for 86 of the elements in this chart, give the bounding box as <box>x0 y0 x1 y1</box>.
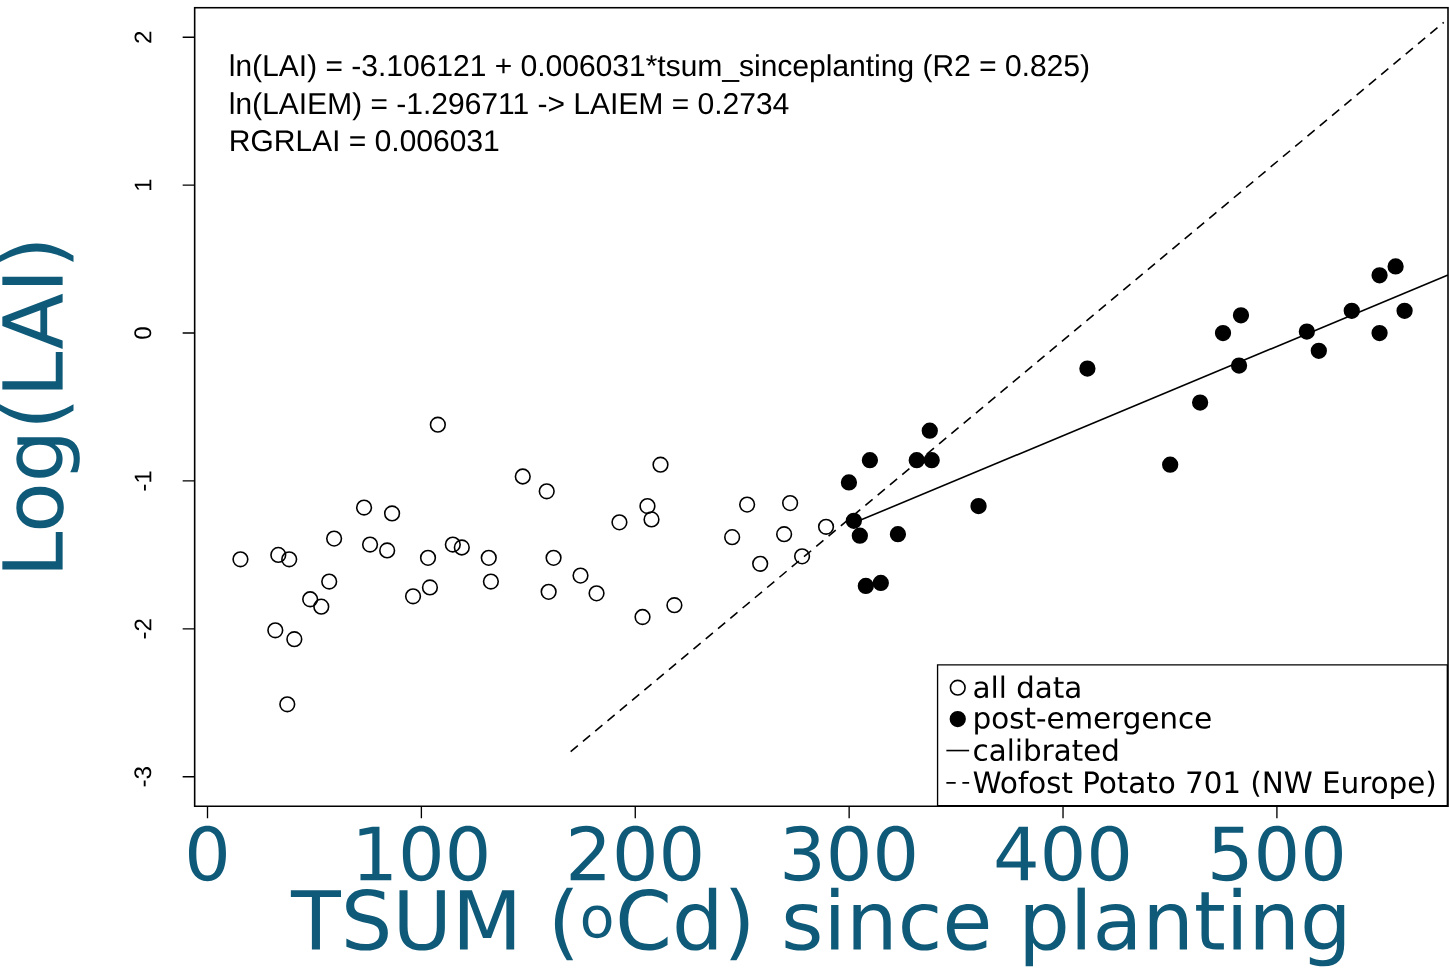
point <box>482 573 500 590</box>
point <box>793 548 811 565</box>
point <box>419 549 437 566</box>
point <box>540 583 557 600</box>
point <box>1396 302 1413 319</box>
point <box>872 574 889 592</box>
point <box>1310 342 1327 359</box>
point <box>404 588 422 605</box>
y-tick-label: 2 <box>134 31 152 43</box>
point <box>1162 456 1179 473</box>
point <box>267 622 284 639</box>
x-axis-title: TSUM ($^{o}$Cd) since planting <box>290 887 1345 967</box>
x-tick-label: 300 <box>784 825 915 882</box>
point <box>851 527 868 544</box>
legend-label: Wofost Potato 701 (NW Europe) <box>973 770 1435 800</box>
point <box>666 597 683 614</box>
y-tick-label: 1 <box>134 179 152 190</box>
point <box>611 514 628 531</box>
point <box>572 567 589 584</box>
annotation: ln(LAIEM) = -1.296711 -> LAIEM = 0.2734 <box>230 92 789 121</box>
point <box>321 573 338 590</box>
point <box>444 536 461 553</box>
point <box>634 608 651 626</box>
point <box>1232 307 1250 324</box>
point <box>588 585 605 602</box>
point <box>538 483 555 500</box>
x-tick-label: 200 <box>570 825 701 882</box>
point <box>379 542 396 559</box>
point <box>738 496 756 513</box>
point <box>325 530 343 547</box>
point <box>889 526 907 543</box>
point <box>923 452 940 469</box>
point <box>1371 267 1388 284</box>
x-tick-label: 500 <box>1212 825 1342 882</box>
annotation: RGRLAI = 0.006031 <box>231 130 499 152</box>
point <box>639 497 656 515</box>
point <box>817 518 835 535</box>
point <box>313 598 330 615</box>
point <box>908 452 925 469</box>
point <box>643 511 660 528</box>
point <box>1079 360 1096 377</box>
y-tick-label: -1 <box>134 471 152 491</box>
point <box>1371 324 1388 342</box>
y-tick-label: 0 <box>134 327 152 339</box>
point <box>1230 357 1248 374</box>
point <box>429 416 446 433</box>
point <box>453 539 470 556</box>
point <box>845 512 862 529</box>
point <box>302 591 319 608</box>
point <box>970 497 987 515</box>
point <box>1387 258 1404 275</box>
x-tick-label: 100 <box>359 825 487 882</box>
point <box>857 577 874 595</box>
point <box>752 555 769 572</box>
point <box>480 549 497 566</box>
point <box>921 422 938 439</box>
point <box>775 526 793 543</box>
point <box>286 631 303 648</box>
point <box>1214 324 1232 342</box>
point <box>781 494 799 512</box>
x-tick-label: 0 <box>189 825 226 882</box>
point <box>355 499 373 516</box>
legend-label: post-emergence <box>975 707 1211 735</box>
point <box>279 696 296 713</box>
point <box>1298 323 1315 340</box>
legend-label: calibrated <box>974 738 1118 762</box>
x-tick-label: 400 <box>996 825 1129 882</box>
point <box>383 505 401 522</box>
point <box>514 468 531 485</box>
point <box>270 546 287 564</box>
point <box>361 536 379 553</box>
point <box>840 474 858 491</box>
annotation: ln(LAI) = -3.106121 + 0.006031*tsum_sinceplanting (R2 = 0.825) <box>230 54 1089 83</box>
point <box>421 579 439 596</box>
point <box>861 452 879 469</box>
y-tick-label: -3 <box>134 767 152 787</box>
legend-label: all data <box>974 675 1080 699</box>
point <box>232 551 249 568</box>
y-axis-title: Log(LAI) <box>0 243 80 570</box>
point <box>1343 302 1360 319</box>
point <box>281 551 298 568</box>
y-tick-label: -2 <box>134 619 152 639</box>
point <box>652 456 669 473</box>
point <box>724 529 741 546</box>
point <box>545 549 562 566</box>
point <box>1191 394 1209 411</box>
